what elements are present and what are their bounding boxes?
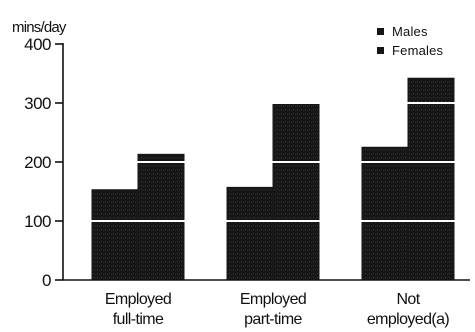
y-tick-label-400: 400: [24, 35, 51, 54]
x-axis-labels: Employed full-time Employed part-time Not emp…: [105, 291, 450, 328]
x-category-label-2-line-2: part-time: [244, 311, 302, 328]
y-tick-label-200: 200: [24, 153, 51, 172]
y-tick-label-100: 100: [24, 212, 51, 231]
overlay-gridlines: [63, 43, 470, 222]
bars: [91, 77, 455, 281]
x-category-label-3-line-2: employed(a): [367, 311, 450, 328]
y-axis-ticks: 0 100 200 300 400: [24, 35, 63, 290]
legend-swatch-males: [377, 28, 384, 35]
bar-females-3: [407, 77, 455, 281]
bar-males-2: [226, 186, 274, 281]
legend: Males Females: [377, 24, 444, 58]
y-axis-unit-label: mins/day: [12, 19, 67, 36]
x-category-label-2-line-1: Employed: [240, 291, 306, 308]
x-category-label-1-line-2: full-time: [113, 311, 164, 328]
bar-females-1: [137, 153, 185, 281]
bar-males-1: [91, 189, 139, 281]
bar-males-3: [361, 146, 409, 281]
y-tick-label-0: 0: [42, 271, 51, 290]
legend-label-males: Males: [392, 24, 428, 39]
x-category-label-1-line-1: Employed: [105, 291, 171, 308]
legend-swatch-females: [377, 47, 384, 54]
x-category-label-3-line-1: Not: [396, 291, 420, 308]
legend-label-females: Females: [392, 43, 444, 58]
y-tick-label-300: 300: [24, 94, 51, 113]
bar-females-2: [272, 103, 320, 281]
